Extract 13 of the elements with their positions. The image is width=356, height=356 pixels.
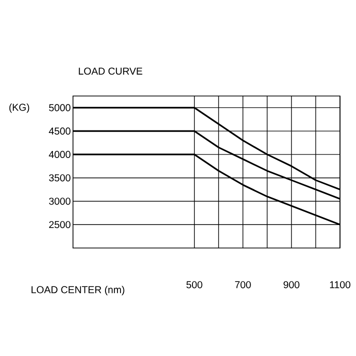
x-tick-label: 500 [186,281,202,288]
chart-title: LOAD CURVE [78,68,142,75]
y-tick-label: 4500 [48,128,70,135]
y-tick-label: 3500 [49,174,70,182]
x-tick-label: 700 [235,281,251,288]
x-tick-label: 900 [284,281,300,288]
y-tick-label: 2500 [49,221,70,228]
y-axis-title: (KG) [9,104,30,113]
y-tick-label: 3000 [49,198,70,205]
y-tick-label: 5000 [49,104,70,112]
x-tick-label: 1100 [330,281,350,288]
y-tick-label: 4000 [48,150,70,158]
x-axis-title: LOAD CENTER (nm) [32,286,124,296]
